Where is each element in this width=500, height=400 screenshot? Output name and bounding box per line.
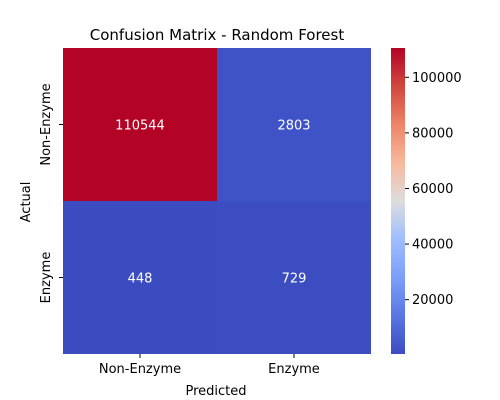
x-tick-label: Non-Enzyme: [99, 362, 181, 377]
x-axis: Non-Enzyme Enzyme: [99, 354, 320, 377]
colorbar-tick-label: 20000: [412, 293, 453, 308]
heatmap-cell: [63, 48, 217, 201]
heatmap-annotations: 110544 2803 448 729: [115, 119, 310, 287]
colorbar-ticks: 20000 40000 60000 80000 100000: [405, 71, 462, 308]
chart-title: Confusion Matrix - Random Forest: [90, 26, 345, 44]
y-tick-label: Enzyme: [39, 252, 54, 304]
colorbar-tick-label: 40000: [412, 238, 453, 253]
colorbar-tick-label: 60000: [412, 182, 453, 197]
cell-value-label: 2803: [277, 119, 310, 134]
colorbar-gradient: [391, 48, 405, 354]
y-axis-label: Actual: [19, 182, 34, 223]
y-tick-label: Non-Enzyme: [39, 83, 54, 165]
y-axis: Non-Enzyme Enzyme: [39, 83, 63, 303]
colorbar-tick-label: 100000: [412, 71, 462, 86]
cell-value-label: 448: [128, 272, 153, 287]
cell-value-label: 729: [282, 272, 307, 287]
heatmap-cells: [63, 48, 371, 354]
cell-value-label: 110544: [115, 119, 165, 134]
heatmap-cell: [217, 201, 371, 354]
x-axis-label: Predicted: [185, 384, 246, 399]
heatmap-cell: [217, 48, 371, 201]
colorbar-tick-label: 80000: [412, 126, 453, 141]
x-tick-label: Enzyme: [268, 362, 320, 377]
colorbar: 20000 40000 60000 80000 100000: [391, 48, 462, 354]
heatmap-cell: [63, 201, 217, 354]
